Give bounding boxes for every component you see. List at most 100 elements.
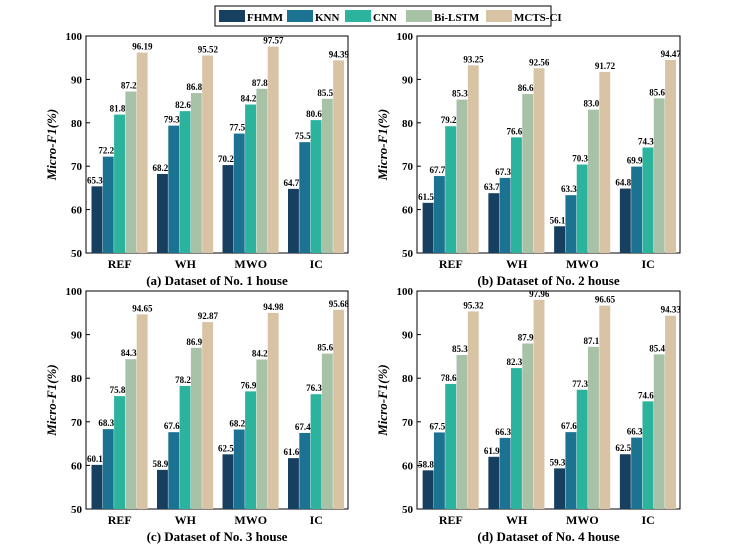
y-tick-label: 50 [402,248,414,260]
data-label: 66.31 [495,427,516,437]
data-label: 58.87 [418,459,439,469]
y-tick-label: 60 [71,460,83,472]
data-label: 66.38 [627,427,648,437]
data-label: 85.32 [452,344,473,354]
bar-knn-mwo [233,133,245,253]
data-label: 84.21 [241,94,262,104]
bar-bi-lstm-ref [125,91,137,253]
bar-bi-lstm-ic [321,353,333,509]
data-label: 85.63 [649,87,670,97]
data-label: 74.31 [638,136,659,146]
bar-bi-lstm-mwo [588,109,599,253]
bar-mcts-ci-ref [136,314,148,509]
data-label: 69.91 [627,156,648,166]
data-label: 67.63 [561,421,582,431]
data-label: 56.16 [550,215,571,225]
bar-knn-wh [499,437,511,509]
legend-swatch-bi-lstm [406,10,432,22]
data-label: 87.84 [252,78,273,88]
bar-bi-lstm-ref [456,99,468,254]
panel-caption: (a) Dataset of No. 1 house [146,273,288,288]
bar-knn-ref [102,429,114,509]
y-tick-label: 90 [71,330,83,342]
data-label: 67.56 [429,421,450,431]
bar-knn-ic [631,166,643,253]
data-label: 84.29 [252,348,273,358]
bar-mcts-ci-mwo [267,46,279,253]
data-label: 79.21 [441,115,462,125]
bar-cnn-ic [310,120,322,254]
bar-fhmm-mwo [222,454,234,509]
data-label: 83.03 [584,99,605,109]
bar-fhmm-ref [422,202,434,253]
legend-label-knn: KNN [315,12,340,24]
x-tick-label-ic: IC [641,513,654,527]
legend-label-bi-lstm: Bi-LSTM [434,12,480,24]
data-label: 61.56 [418,192,439,202]
bar-mcts-ci-ic [665,60,676,253]
data-label: 85.64 [317,343,338,353]
bar-fhmm-ref [91,186,103,253]
y-tick-label: 60 [402,460,414,472]
bar-fhmm-mwo [554,468,566,509]
x-tick-label-mwo: MWO [234,257,267,271]
y-tick-label: 100 [397,31,414,43]
bar-knn-wh [168,432,180,509]
data-label: 58.98 [153,459,174,469]
bar-cnn-wh [510,368,522,509]
bar-cnn-ic [642,147,654,253]
bar-knn-ref [433,176,445,253]
bar-bi-lstm-ic [653,354,665,509]
bar-mcts-ci-mwo [599,305,611,509]
bar-cnn-ref [445,126,457,253]
bar-cnn-ic [642,401,654,509]
legend-swatch-fhmm [219,10,245,22]
bar-cnn-ic [310,394,322,509]
data-label: 65.36 [87,175,108,185]
bar-bi-lstm-ref [456,355,468,509]
data-label: 72.21 [98,146,119,156]
plot-frame [85,35,349,254]
bar-cnn-wh [179,111,191,253]
data-label: 95.68 [329,299,350,309]
data-label: 78.69 [441,373,462,383]
bar-fhmm-ref [422,470,434,509]
y-tick-label: 80 [71,118,83,130]
bar-cnn-ref [114,114,125,253]
y-tick-label: 70 [402,161,414,173]
data-label: 97.96 [529,289,550,299]
x-tick-label-mwo: MWO [566,257,599,271]
bar-bi-lstm-mwo [256,88,268,253]
y-tick-label: 80 [402,373,414,385]
data-label: 62.54 [218,443,239,453]
legend-label-fhmm: FHMM [247,12,284,24]
bar-knn-ic [299,142,311,253]
y-tick-label: 90 [402,74,414,86]
data-label: 79.35 [164,115,185,125]
data-label: 92.56 [529,57,550,67]
data-label: 67.31 [495,167,516,177]
data-label: 63.78 [484,182,505,192]
y-tick-label: 80 [71,373,83,385]
y-tick-label: 70 [71,161,83,173]
data-label: 82.32 [507,357,528,367]
data-label: 94.39 [329,49,350,59]
bar-fhmm-wh [157,469,168,509]
bar-cnn-wh [510,137,522,253]
x-tick-label-wh: WH [506,257,528,271]
panel-caption: (c) Dataset of No. 3 house [147,529,288,544]
bar-mcts-ci-ref [136,52,148,253]
bar-cnn-mwo [576,389,588,509]
bar-bi-lstm-wh [522,93,534,254]
data-label: 87.96 [518,332,539,342]
data-label: 87.21 [121,81,142,91]
x-tick-label-ref: REF [108,257,132,271]
data-label: 61.67 [284,447,305,457]
bar-fhmm-ic [619,454,631,509]
bar-cnn-mwo [576,164,588,253]
y-tick-label: 50 [71,248,83,260]
data-label: 75.89 [110,385,131,395]
y-tick-label: 50 [71,504,83,516]
bar-mcts-ci-ic [333,60,345,254]
